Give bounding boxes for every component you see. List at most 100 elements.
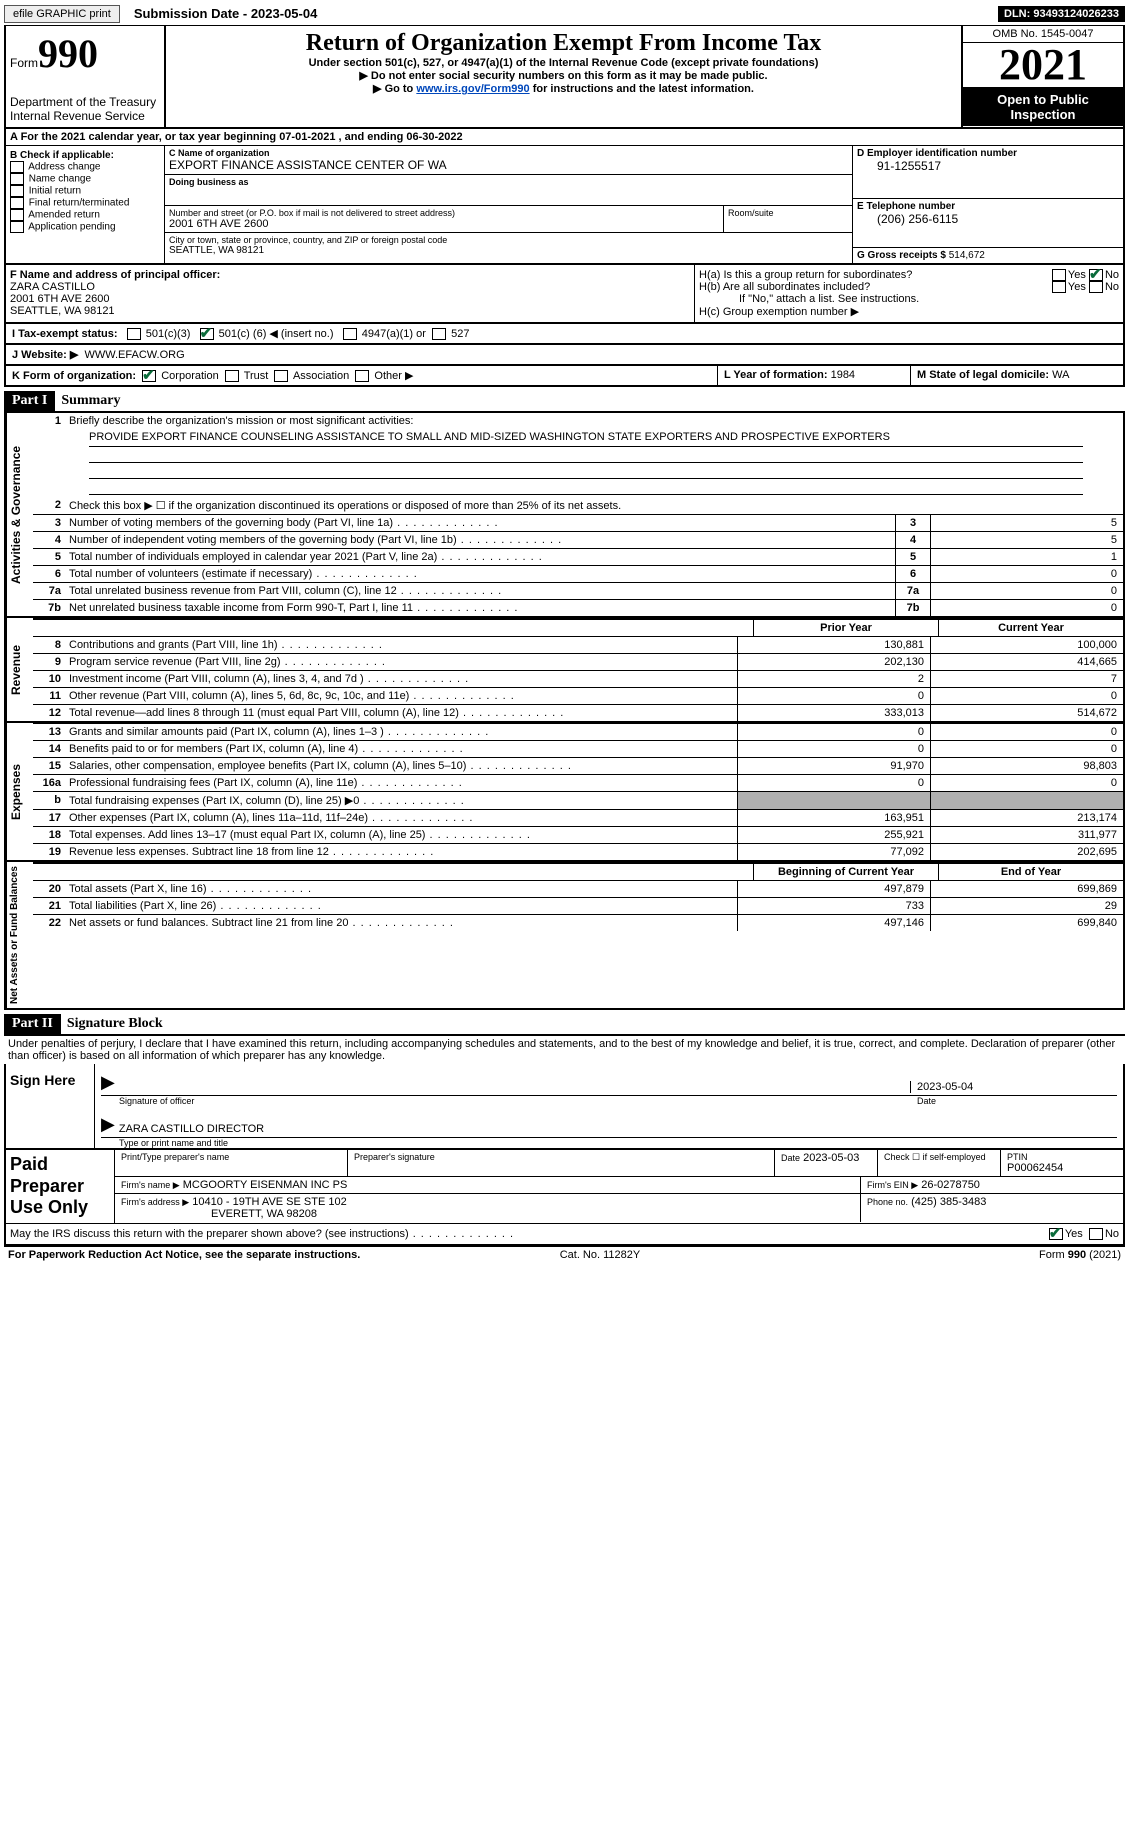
- current-year-value: 699,869: [930, 881, 1123, 897]
- summary-line-text: Net unrelated business taxable income fr…: [65, 600, 895, 616]
- ha-yes-checkbox[interactable]: [1052, 269, 1066, 281]
- p-date: 2023-05-03: [803, 1152, 859, 1164]
- k-assoc-checkbox[interactable]: [274, 370, 288, 382]
- city-lbl: City or town, state or province, country…: [169, 235, 848, 245]
- current-year-value: 414,665: [930, 654, 1123, 670]
- discuss-text: May the IRS discuss this return with the…: [10, 1228, 1049, 1240]
- irs-link[interactable]: www.irs.gov/Form990: [416, 83, 529, 95]
- discuss-yes-checkbox[interactable]: [1049, 1228, 1063, 1240]
- summary-line-value: 0: [930, 600, 1123, 616]
- officer-addr2: SEATTLE, WA 98121: [10, 305, 690, 317]
- k-trust-checkbox[interactable]: [225, 370, 239, 382]
- firm-addr-lbl: Firm's address ▶: [121, 1197, 189, 1207]
- b-checkbox[interactable]: [10, 185, 24, 197]
- sign-here-lbl: Sign Here: [6, 1064, 95, 1148]
- b-checkbox[interactable]: [10, 209, 24, 221]
- row-klm: K Form of organization: Corporation Trus…: [4, 366, 1125, 387]
- hb-lbl: H(b) Are all subordinates included?: [699, 281, 1052, 293]
- summary-expenses: Expenses 13Grants and similar amounts pa…: [4, 723, 1125, 862]
- yes-text: Yes: [1068, 269, 1086, 281]
- i-o1: 501(c)(3): [146, 328, 191, 340]
- summary-line-text: Investment income (Part VIII, column (A)…: [65, 671, 737, 687]
- street-addr: 2001 6TH AVE 2600: [169, 218, 719, 230]
- caret-icon: ▶: [101, 1072, 115, 1093]
- summary-governance: Activities & Governance 1Briefly describ…: [4, 413, 1125, 618]
- room-lbl: Room/suite: [728, 208, 848, 218]
- g-lbl: G Gross receipts $: [857, 250, 946, 261]
- caret-icon: ▶: [101, 1114, 115, 1135]
- gross-receipts: 514,672: [949, 250, 985, 261]
- footer: For Paperwork Reduction Act Notice, see …: [4, 1246, 1125, 1263]
- signature-block: Sign Here ▶2023-05-04 Signature of offic…: [4, 1064, 1125, 1246]
- summary-net: Net Assets or Fund Balances Beginning of…: [4, 862, 1125, 1010]
- prior-year-value: 0: [737, 688, 930, 704]
- i-501c-checkbox[interactable]: [200, 328, 214, 340]
- c-name-lbl: C Name of organization: [169, 148, 848, 158]
- efile-print-button[interactable]: efile GRAPHIC print: [4, 5, 120, 23]
- d-lbl: D Employer identification number: [857, 148, 1119, 159]
- section-a: A For the 2021 calendar year, or tax yea…: [4, 129, 1125, 146]
- k-corp-checkbox[interactable]: [142, 370, 156, 382]
- firm-addr1: 10410 - 19TH AVE SE STE 102: [192, 1196, 347, 1208]
- summary-line-text: Contributions and grants (Part VIII, lin…: [65, 637, 737, 653]
- summary-line-text: Total liabilities (Part X, line 26): [65, 898, 737, 914]
- current-year-value: 0: [930, 688, 1123, 704]
- form-title: Return of Organization Exempt From Incom…: [174, 30, 953, 57]
- open-inspection: Open to Public Inspection: [963, 88, 1123, 126]
- form-sub3: ▶ Go to www.irs.gov/Form990 for instruct…: [174, 82, 953, 95]
- hb-yes-checkbox[interactable]: [1052, 281, 1066, 293]
- ein: 91-1255517: [857, 159, 1119, 173]
- ha-no-checkbox[interactable]: [1089, 269, 1103, 281]
- current-year-value: 0: [930, 775, 1123, 791]
- yes-text3: Yes: [1065, 1228, 1083, 1240]
- summary-line-value: 5: [930, 515, 1123, 531]
- part2-title: Signature Block: [67, 1016, 163, 1032]
- p-se-lbl: Check ☐ if self-employed: [878, 1150, 1001, 1176]
- officer-type-lbl: Type or print name and title: [95, 1138, 1123, 1148]
- topbar: efile GRAPHIC print Submission Date - 20…: [4, 4, 1125, 26]
- discuss-no-checkbox[interactable]: [1089, 1228, 1103, 1240]
- form-word: Form: [10, 56, 38, 70]
- k-other-checkbox[interactable]: [355, 370, 369, 382]
- current-year-value: 311,977: [930, 827, 1123, 843]
- current-year-value: 0: [930, 741, 1123, 757]
- dba-lbl: Doing business as: [169, 177, 848, 187]
- perjury-decl: Under penalties of perjury, I declare th…: [4, 1036, 1125, 1064]
- k-o1: Corporation: [161, 370, 218, 382]
- b-checkbox[interactable]: [10, 173, 24, 185]
- i-527-checkbox[interactable]: [432, 328, 446, 340]
- i-4947-checkbox[interactable]: [343, 328, 357, 340]
- part2-bar: Part II: [4, 1014, 61, 1034]
- summary-line-text: Total number of individuals employed in …: [65, 549, 895, 565]
- vlabel-revenue: Revenue: [6, 618, 33, 721]
- row-i: I Tax-exempt status: 501(c)(3) 501(c) (6…: [4, 324, 1125, 345]
- hb-no-checkbox[interactable]: [1089, 281, 1103, 293]
- tax-year: 2021: [963, 43, 1123, 88]
- form-ref: Form 990 (2021): [1039, 1249, 1121, 1261]
- i-o2a: 501(c) (: [219, 328, 257, 340]
- prior-year-value: 0: [737, 741, 930, 757]
- b-checkbox[interactable]: [10, 161, 24, 173]
- current-year-value: 0: [930, 724, 1123, 740]
- b-checkbox[interactable]: [10, 221, 24, 233]
- i-501c3-checkbox[interactable]: [127, 328, 141, 340]
- current-year-value: 514,672: [930, 705, 1123, 721]
- website: WWW.EFACW.ORG: [84, 349, 184, 361]
- irs-label: Internal Revenue Service: [10, 109, 160, 123]
- b-checkbox[interactable]: [10, 197, 24, 209]
- prior-year-value: 497,879: [737, 881, 930, 897]
- firm-name-lbl: Firm's name ▶: [121, 1180, 180, 1190]
- year-formation: 1984: [831, 369, 855, 381]
- form-sub1: Under section 501(c), 527, or 4947(a)(1)…: [174, 57, 953, 69]
- paid-preparer-lbl: Paid Preparer Use Only: [6, 1150, 115, 1223]
- b-label: B Check if applicable:: [10, 150, 160, 161]
- k-o3: Association: [293, 370, 349, 382]
- prior-year-value: 255,921: [737, 827, 930, 843]
- dept-treasury: Department of the Treasury: [10, 95, 160, 109]
- org-name: EXPORT FINANCE ASSISTANCE CENTER OF WA: [169, 158, 848, 172]
- current-year-value: 7: [930, 671, 1123, 687]
- current-year-value: 213,174: [930, 810, 1123, 826]
- current-year-value: 699,840: [930, 915, 1123, 931]
- summary-line-value: 5: [930, 532, 1123, 548]
- no-text: No: [1105, 269, 1119, 281]
